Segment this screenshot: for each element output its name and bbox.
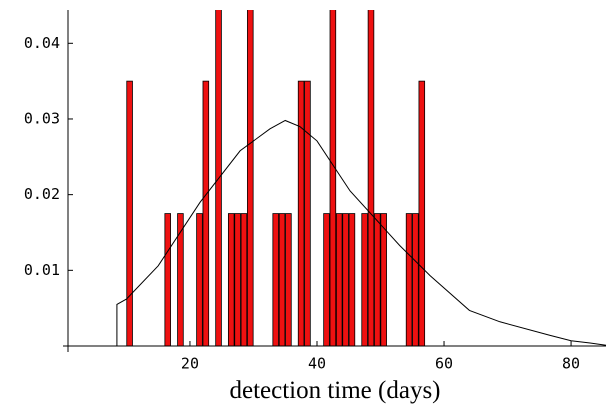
bar <box>297 80 305 346</box>
bar <box>278 213 286 346</box>
bar <box>285 213 292 346</box>
bar <box>247 10 254 346</box>
y-tick-label: 0.03 <box>24 109 60 127</box>
y-tick-label: 0.02 <box>24 185 60 203</box>
bar <box>215 10 222 346</box>
y-tick-label: 0.01 <box>24 261 60 279</box>
bar <box>234 213 241 346</box>
bar <box>405 213 413 346</box>
bar <box>272 213 279 346</box>
bar <box>361 213 368 346</box>
y-tick-label: 0.04 <box>24 34 60 52</box>
bar <box>227 213 235 346</box>
x-tick-label: 80 <box>562 355 580 373</box>
bar <box>380 213 387 346</box>
x-tick-label: 20 <box>181 355 199 373</box>
bar <box>323 213 330 346</box>
bar <box>412 213 419 346</box>
bar <box>418 80 426 346</box>
bar <box>304 80 311 346</box>
bar <box>164 213 171 346</box>
bar <box>329 10 337 346</box>
x-tick-label: 60 <box>435 355 453 373</box>
bar <box>342 213 349 346</box>
bar <box>177 213 184 346</box>
bar <box>240 213 248 346</box>
bar <box>196 213 203 346</box>
bar <box>335 213 343 346</box>
x-axis-label: detection time (days) <box>229 377 440 404</box>
bar <box>374 213 381 346</box>
bar <box>202 80 210 346</box>
bar <box>367 10 375 346</box>
bar <box>348 213 356 346</box>
x-tick-label: 40 <box>308 355 326 373</box>
density-curve <box>69 119 607 347</box>
bar <box>126 80 133 346</box>
